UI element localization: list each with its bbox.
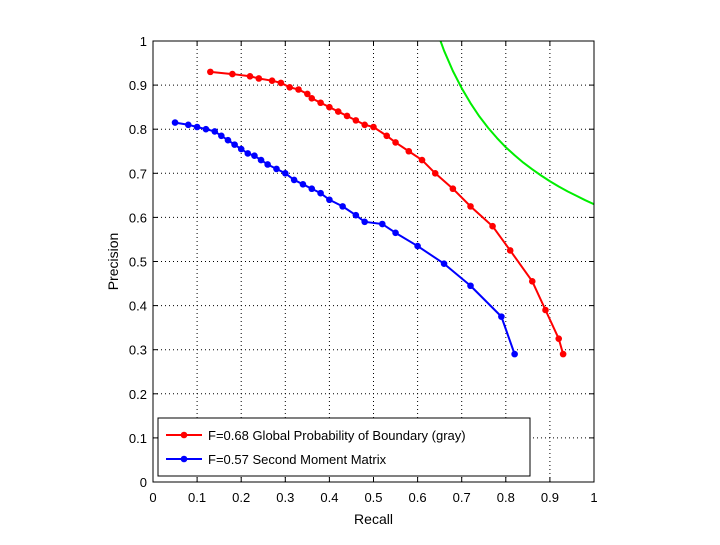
data-point bbox=[440, 260, 448, 268]
data-point bbox=[264, 161, 271, 168]
data-point bbox=[392, 139, 399, 146]
y-tick-label: 0.7 bbox=[129, 166, 147, 181]
data-point bbox=[184, 121, 192, 129]
data-point bbox=[542, 306, 549, 314]
x-tick-label: 0.9 bbox=[541, 490, 559, 505]
data-point bbox=[555, 335, 563, 342]
series-layer bbox=[171, 41, 594, 358]
data-point bbox=[304, 90, 311, 98]
x-tick-label: 0 bbox=[149, 490, 156, 505]
data-point bbox=[218, 132, 225, 140]
data-point bbox=[449, 185, 457, 193]
data-point bbox=[361, 121, 368, 129]
data-point bbox=[352, 117, 360, 124]
y-tick-label: 0.5 bbox=[129, 255, 147, 270]
data-point bbox=[229, 70, 236, 78]
data-point bbox=[498, 313, 505, 320]
y-tick-label: 0.9 bbox=[129, 78, 147, 93]
data-point bbox=[286, 84, 294, 91]
data-point bbox=[414, 242, 421, 250]
legend-swatch-marker bbox=[180, 455, 188, 463]
data-point bbox=[257, 156, 265, 164]
data-point bbox=[211, 128, 219, 135]
data-point bbox=[202, 125, 210, 133]
y-tick-label: 0.4 bbox=[129, 299, 147, 314]
data-point bbox=[392, 229, 399, 237]
y-tick-label: 0.1 bbox=[129, 431, 147, 446]
x-tick-label: 0.5 bbox=[364, 490, 382, 505]
legend-box bbox=[157, 417, 531, 477]
data-point bbox=[290, 176, 298, 184]
y-axis-label: Precision bbox=[105, 233, 121, 291]
data-point bbox=[431, 170, 439, 177]
data-point bbox=[506, 247, 514, 254]
data-point bbox=[489, 222, 496, 230]
data-point bbox=[370, 123, 377, 131]
data-point bbox=[383, 132, 391, 140]
data-point bbox=[308, 185, 316, 193]
data-point bbox=[317, 189, 324, 197]
legend: F=0.68 Global Probability of Boundary (g… bbox=[157, 417, 531, 477]
x-tick-label: 0.1 bbox=[188, 490, 206, 505]
data-point bbox=[361, 218, 368, 226]
x-tick-label: 1 bbox=[590, 490, 597, 505]
data-point bbox=[255, 75, 263, 82]
data-point bbox=[326, 103, 333, 111]
legend-entry-label: F=0.68 Global Probability of Boundary (g… bbox=[208, 428, 466, 443]
data-point bbox=[251, 152, 258, 159]
data-point bbox=[273, 165, 280, 173]
legend-entry-label: F=0.57 Second Moment Matrix bbox=[208, 452, 387, 467]
data-point bbox=[528, 278, 536, 285]
x-tick-label: 0.3 bbox=[276, 490, 294, 505]
data-point bbox=[559, 350, 567, 358]
data-point bbox=[308, 95, 316, 102]
series-2 bbox=[439, 41, 594, 206]
data-point bbox=[268, 77, 276, 84]
grid bbox=[153, 41, 594, 482]
data-point bbox=[193, 123, 201, 131]
data-point bbox=[467, 203, 474, 210]
series-1 bbox=[171, 119, 518, 358]
x-tick-label: 0.8 bbox=[497, 490, 515, 505]
data-point bbox=[343, 112, 351, 120]
data-point bbox=[405, 147, 413, 155]
series-line-2 bbox=[439, 41, 594, 206]
data-point bbox=[511, 350, 518, 358]
data-point bbox=[207, 68, 214, 76]
series-0 bbox=[207, 68, 567, 358]
y-tick-label: 0 bbox=[140, 475, 147, 490]
data-point bbox=[171, 119, 179, 126]
ticks: 0 0.1 0.2 0.3 0.4 0.5 0.6 0.7 0.8 0.9 1 0 0.1 0.2 0.3 0… bbox=[129, 34, 598, 505]
data-point bbox=[282, 170, 289, 177]
data-point bbox=[237, 145, 245, 153]
data-point bbox=[352, 211, 360, 219]
data-point bbox=[246, 72, 254, 80]
y-tick-label: 0.3 bbox=[129, 343, 147, 358]
data-point bbox=[295, 86, 302, 93]
data-point bbox=[277, 79, 285, 87]
data-point bbox=[339, 203, 346, 210]
y-tick-label: 1 bbox=[140, 34, 147, 49]
x-tick-label: 0.7 bbox=[453, 490, 471, 505]
data-point bbox=[224, 136, 232, 144]
data-point bbox=[467, 282, 474, 290]
x-axis-label: Recall bbox=[354, 511, 393, 527]
data-point bbox=[326, 196, 333, 204]
data-point bbox=[379, 220, 386, 228]
data-point bbox=[334, 108, 342, 115]
y-tick-label: 0.8 bbox=[129, 122, 147, 137]
data-point bbox=[317, 99, 324, 107]
x-tick-label: 0.6 bbox=[409, 490, 427, 505]
data-point bbox=[418, 156, 426, 164]
y-tick-label: 0.2 bbox=[129, 387, 147, 402]
legend-swatch-marker bbox=[180, 431, 188, 439]
data-point bbox=[299, 181, 307, 188]
data-point bbox=[244, 150, 252, 157]
data-point bbox=[231, 141, 238, 148]
y-tick-label: 0.6 bbox=[129, 210, 147, 225]
x-tick-label: 0.2 bbox=[232, 490, 250, 505]
x-tick-label: 0.4 bbox=[320, 490, 338, 505]
